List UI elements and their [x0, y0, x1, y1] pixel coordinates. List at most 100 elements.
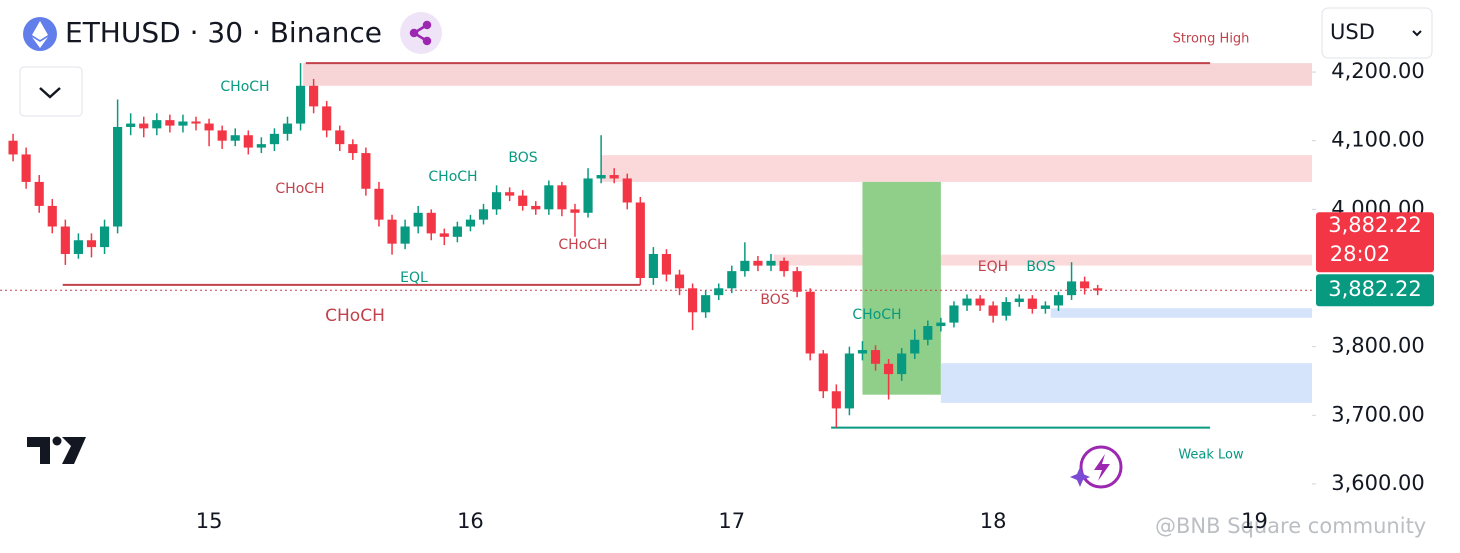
candle-body	[531, 205, 541, 210]
candle-body	[805, 291, 815, 354]
x-tick-label: 17	[718, 509, 745, 533]
candle-body	[897, 353, 907, 375]
last-price-label: 3,882.22	[1328, 277, 1422, 301]
candle-body	[73, 240, 83, 254]
candle-body	[8, 140, 18, 155]
candle-body	[256, 144, 266, 148]
zone	[1050, 308, 1312, 318]
zone	[773, 254, 1312, 266]
candle-body	[1027, 298, 1037, 309]
candle-body	[217, 130, 227, 141]
annotation: Weak Low	[1178, 448, 1244, 463]
collapse-button[interactable]	[19, 66, 83, 117]
candle-body	[688, 288, 698, 313]
candle-body	[34, 181, 44, 206]
zone	[303, 63, 1312, 86]
candle-body	[60, 226, 70, 254]
y-tick-label: 3,700.00	[1331, 402, 1425, 426]
candle-body	[165, 120, 175, 126]
candle-body	[609, 175, 619, 179]
currency-caret	[1412, 30, 1422, 37]
candle-body	[1053, 295, 1064, 306]
currency-select[interactable]	[1321, 7, 1433, 59]
eth-glyph	[32, 21, 48, 48]
candle-body	[413, 212, 423, 227]
zone	[940, 363, 1312, 403]
candle-body	[178, 121, 188, 126]
x-tick-label: 15	[196, 509, 223, 533]
candle-body	[282, 123, 293, 134]
candle-body	[478, 209, 489, 220]
collapse-caret	[39, 87, 61, 99]
candle-body	[439, 233, 449, 237]
bolt-icon	[1070, 445, 1123, 489]
candle-body	[243, 135, 253, 148]
annotation: BOS	[1026, 259, 1055, 275]
candle-body	[714, 288, 724, 296]
candle-body	[1001, 302, 1011, 316]
candle-body	[936, 322, 946, 327]
share-icon	[409, 20, 432, 46]
candle-body	[518, 195, 528, 206]
candle-body	[1066, 281, 1077, 296]
candle-body	[740, 260, 750, 272]
candle-body	[21, 154, 31, 182]
candle-body	[622, 178, 632, 203]
annotation: BOS	[508, 150, 537, 166]
candle-body	[910, 339, 920, 354]
candle-body	[779, 260, 789, 272]
annotation: CHoCH	[220, 79, 269, 95]
candle-body	[857, 350, 868, 354]
candle-body	[870, 350, 881, 364]
y-tick-label: 3,800.00	[1331, 334, 1425, 358]
candle-body	[635, 202, 645, 278]
candle-body	[962, 298, 972, 306]
candle-body	[766, 260, 776, 266]
candle-body	[1080, 281, 1090, 289]
candle-body	[204, 123, 214, 131]
candle-body	[544, 185, 554, 210]
annotation: CHoCH	[852, 307, 901, 323]
candle-body	[923, 326, 933, 340]
candle-body	[492, 192, 502, 210]
price-countdown-box	[1316, 212, 1434, 273]
candle-body	[465, 219, 476, 227]
tv-logo	[27, 436, 86, 464]
annotation: CHoCH	[275, 181, 324, 197]
candle-body	[727, 271, 737, 289]
candle-body	[975, 298, 985, 306]
candle-body	[674, 274, 685, 289]
currency-label: USD	[1330, 20, 1375, 44]
candle-body	[322, 106, 332, 131]
candle-body	[361, 153, 371, 189]
last-price-label: 3,882.22	[1328, 213, 1422, 237]
candle-body	[295, 85, 306, 124]
share-button[interactable]	[400, 12, 442, 54]
candle-body	[113, 126, 123, 227]
last-price-box	[1316, 274, 1434, 307]
y-tick-label: 3,600.00	[1331, 471, 1425, 495]
annotation: EQL	[400, 270, 428, 286]
candle-body	[139, 123, 149, 129]
candle-body	[753, 260, 763, 266]
candle-body	[152, 120, 162, 129]
annotation: CHoCH	[428, 169, 477, 185]
x-tick-label: 18	[980, 509, 1007, 533]
candle-body	[348, 144, 358, 154]
candle-body	[557, 185, 567, 210]
symbol-title: ETHUSD · 30 · Binance	[65, 16, 382, 49]
annotation: Strong High	[1173, 32, 1250, 47]
candle-body	[126, 123, 136, 127]
candle-body	[309, 85, 319, 107]
candle-body	[884, 363, 894, 375]
candle-body	[831, 391, 841, 409]
zone	[601, 155, 1312, 182]
annotation: EQH	[978, 259, 1008, 275]
y-tick-label: 4,100.00	[1331, 128, 1425, 152]
candle-body	[335, 130, 345, 145]
candle-body	[374, 188, 384, 220]
candle-body	[230, 135, 240, 141]
candle-body	[400, 226, 410, 244]
